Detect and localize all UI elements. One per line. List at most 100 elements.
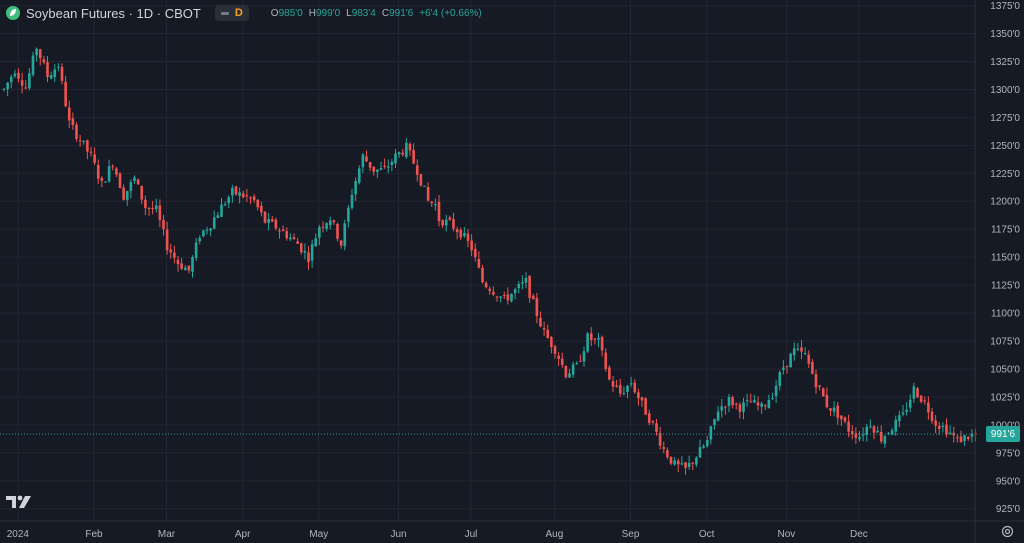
candle-body [800, 347, 803, 352]
candle [919, 394, 923, 404]
candle [684, 461, 687, 475]
candle-body [53, 69, 57, 78]
candle [104, 181, 107, 183]
candle [622, 386, 626, 396]
candle-body [705, 440, 709, 447]
candle [310, 239, 314, 268]
candle-body [463, 232, 466, 237]
price-tick-label: 1375'0 [990, 1, 1020, 12]
candle [542, 321, 546, 336]
candle-body [615, 385, 618, 387]
candle-body [419, 174, 423, 186]
candle [397, 151, 401, 158]
candle-body [930, 411, 934, 421]
candle-body [100, 177, 104, 181]
price-tick-label: 1250'0 [990, 141, 1020, 152]
candle-body [93, 154, 96, 163]
high-label: H [308, 7, 316, 19]
candle-body [314, 238, 318, 247]
candle-body [633, 382, 637, 393]
candle-body [698, 447, 702, 458]
candle [883, 435, 887, 448]
candle [448, 215, 452, 222]
candle-body [647, 413, 651, 423]
candle-body [952, 432, 956, 436]
candle [956, 434, 959, 443]
candle-body [46, 62, 49, 78]
candle-body [546, 329, 550, 339]
candle [107, 159, 111, 183]
candle [582, 346, 586, 367]
candle-body [499, 296, 502, 298]
candle-body [622, 393, 626, 395]
candle [959, 430, 963, 443]
candle-body [285, 231, 289, 239]
candle [557, 352, 560, 366]
candle-body [466, 233, 470, 241]
candle-body [890, 430, 894, 435]
candle-body [676, 460, 680, 465]
candle-body [390, 161, 394, 165]
candle [20, 72, 24, 94]
candle [782, 359, 785, 375]
candle-body [782, 367, 785, 371]
candle [513, 287, 517, 300]
candle-body [9, 76, 13, 83]
candle [270, 215, 274, 223]
candle [930, 407, 934, 424]
candle [430, 200, 434, 208]
interval-badge[interactable]: D [214, 5, 249, 21]
price-tick-label: 1175'0 [991, 225, 1020, 236]
candle-body [376, 169, 379, 173]
candle-body [796, 348, 800, 350]
time-tick-label: Mar [158, 529, 176, 540]
candle [927, 396, 930, 420]
candle-body [560, 358, 564, 366]
candle [274, 217, 278, 231]
candle [64, 76, 67, 108]
candle [579, 354, 582, 362]
candle [854, 427, 858, 444]
price-tick-label: 1350'0 [990, 29, 1020, 40]
candle-body [908, 399, 912, 408]
candle-body [336, 223, 339, 239]
candle-body [325, 223, 328, 229]
candle-body [430, 201, 434, 204]
candle [372, 166, 376, 176]
candle-body [180, 263, 183, 269]
candle-body [687, 462, 691, 468]
candle-body [883, 436, 887, 444]
candle-body [452, 218, 455, 229]
candle [441, 219, 444, 229]
candle-body [260, 205, 263, 213]
candle-body [191, 257, 194, 272]
symbol-title[interactable]: Soybean Futures · 1D · CBOT [26, 5, 201, 21]
candle-body [901, 412, 905, 415]
candle [568, 368, 571, 378]
candle-body [778, 372, 782, 386]
candle-body [818, 385, 821, 387]
candle-body [713, 418, 716, 425]
candle [299, 242, 303, 255]
candle [285, 227, 289, 241]
chart-grid [0, 0, 975, 521]
candle-body [386, 166, 390, 168]
candle-body [680, 463, 684, 465]
candle-body [31, 55, 35, 75]
chart-settings-icon[interactable] [1001, 525, 1014, 543]
candle-body [318, 227, 321, 238]
candle-body [82, 140, 86, 142]
candle [970, 429, 974, 443]
candle [905, 402, 908, 416]
low-label: L [346, 7, 352, 19]
candle [125, 190, 129, 206]
candle [767, 394, 771, 409]
candle [963, 434, 966, 446]
candle-body [593, 338, 597, 340]
tradingview-logo-icon[interactable] [6, 494, 32, 515]
candle [553, 344, 557, 359]
candle-body [716, 411, 720, 421]
candle [314, 233, 318, 247]
candle-body [629, 383, 633, 385]
